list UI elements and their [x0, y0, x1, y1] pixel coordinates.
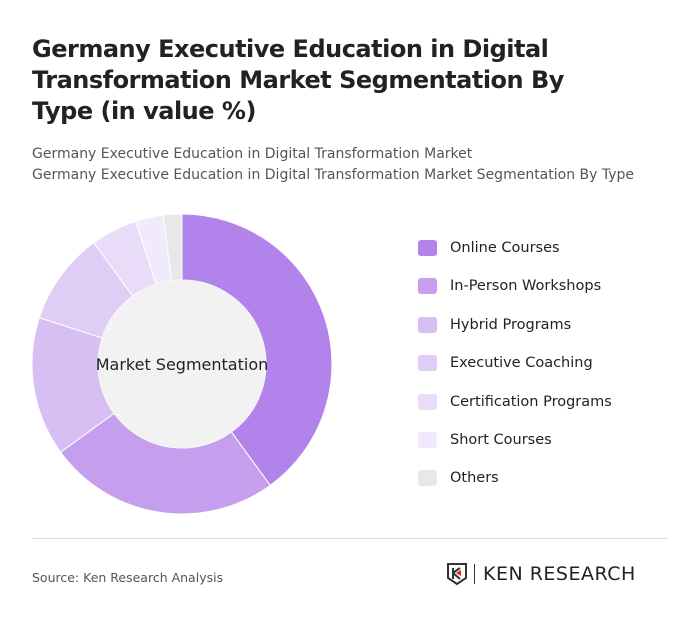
chart-title: Germany Executive Education in Digital T… — [32, 35, 564, 125]
legend-item: Certification Programs — [418, 393, 612, 410]
legend-label: Others — [450, 470, 499, 487]
legend-label: Certification Programs — [450, 393, 612, 410]
donut-chart: Market Segmentation — [31, 213, 333, 515]
legend-item: Hybrid Programs — [418, 316, 572, 333]
ken-research-logo: KEN RESEARCH — [446, 562, 636, 586]
legend-swatch — [418, 355, 437, 372]
legend-label: In-Person Workshops — [450, 278, 602, 295]
legend-swatch — [418, 470, 437, 487]
ken-logo-icon — [447, 563, 467, 586]
legend-item: Executive Coaching — [418, 355, 593, 372]
logo-text: KEN RESEARCH — [483, 563, 636, 585]
donut-hole — [98, 280, 266, 448]
legend-label: Executive Coaching — [450, 355, 593, 372]
divider — [32, 538, 668, 539]
legend-swatch — [418, 316, 437, 333]
legend-label: Online Courses — [450, 240, 560, 256]
source-note: Source: Ken Research Analysis — [32, 570, 224, 585]
legend-swatch — [418, 240, 437, 256]
legend-swatch — [418, 432, 437, 448]
legend-item: Short Courses — [418, 432, 552, 448]
legend-item: In-Person Workshops — [418, 278, 602, 295]
subtitle-segmentation: Germany Executive Education in Digital T… — [32, 167, 635, 183]
legend-label: Hybrid Programs — [450, 316, 572, 333]
legend-label: Short Courses — [450, 432, 552, 448]
subtitle-market: Germany Executive Education in Digital T… — [32, 146, 473, 162]
legend-swatch — [418, 278, 437, 295]
legend-swatch — [418, 393, 437, 410]
center-label: Market Segmentation — [96, 355, 269, 374]
legend-item: Others — [418, 470, 499, 487]
legend-item: Online Courses — [418, 240, 560, 256]
